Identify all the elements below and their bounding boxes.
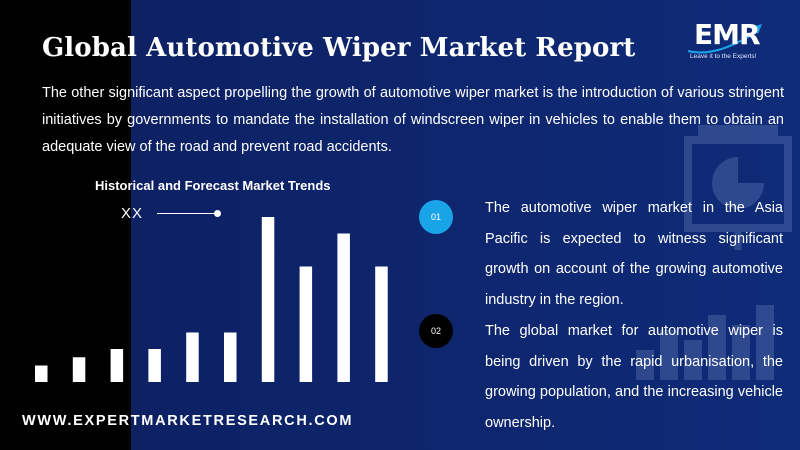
website-url: WWW.EXPERTMARKETRESEARCH.COM <box>22 413 354 429</box>
logo-tagline: Leave it to the Experts! <box>690 53 757 60</box>
chart-bar <box>186 332 199 382</box>
logo-text: EMR <box>694 18 761 51</box>
point-number-badge: 01 <box>419 200 453 234</box>
emr-logo: EMR Leave it to the Experts! <box>686 18 766 64</box>
page-title: Global Automotive Wiper Market Report <box>42 33 636 63</box>
chart-bar <box>261 217 275 382</box>
presentation-board-icon <box>636 125 792 380</box>
chart-bar <box>35 365 48 382</box>
chart-title: Historical and Forecast Market Trends <box>95 178 331 193</box>
intro-paragraph: The other significant aspect propelling … <box>42 85 784 155</box>
chart-bar <box>72 357 86 382</box>
chart-bar <box>375 266 388 382</box>
chart-bar <box>337 233 350 382</box>
legend-marker <box>214 210 221 217</box>
chart-bar <box>148 349 161 382</box>
bar-graph-icon <box>636 305 774 380</box>
left-panel <box>0 0 131 450</box>
chart-bar <box>224 332 237 382</box>
logo-swoosh-icon <box>687 24 762 54</box>
bar-chart <box>35 217 388 382</box>
chart-bar <box>299 266 313 382</box>
key-point: The global market for automotive wiper i… <box>485 323 783 431</box>
legend-label: XX <box>121 205 144 222</box>
point-number-badge: 02 <box>419 314 453 348</box>
key-point: The automotive wiper market in the Asia … <box>485 200 783 308</box>
chart-bar <box>110 349 124 382</box>
right-panel <box>131 0 800 450</box>
legend-line <box>157 213 217 214</box>
